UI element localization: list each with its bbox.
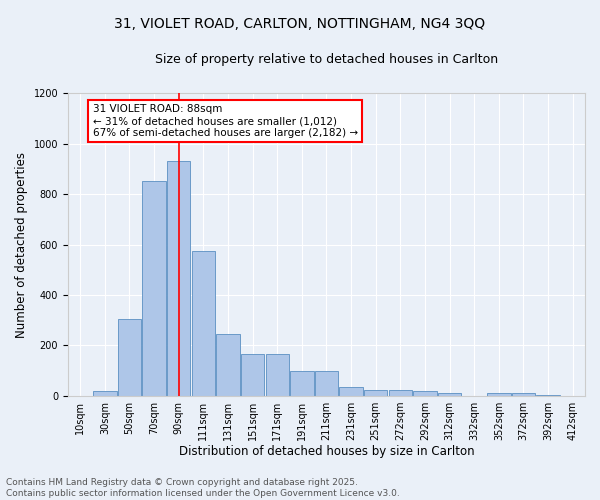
Bar — [266, 354, 289, 396]
Bar — [93, 391, 116, 396]
Bar — [191, 251, 215, 396]
Bar — [413, 391, 437, 396]
X-axis label: Distribution of detached houses by size in Carlton: Distribution of detached houses by size … — [179, 444, 474, 458]
Bar — [315, 370, 338, 396]
Bar — [438, 393, 461, 396]
Bar — [389, 390, 412, 396]
Bar — [216, 334, 239, 396]
Bar — [536, 394, 560, 396]
Text: Contains HM Land Registry data © Crown copyright and database right 2025.
Contai: Contains HM Land Registry data © Crown c… — [6, 478, 400, 498]
Bar — [487, 394, 511, 396]
Bar — [340, 387, 363, 396]
Bar — [290, 370, 314, 396]
Text: 31, VIOLET ROAD, CARLTON, NOTTINGHAM, NG4 3QQ: 31, VIOLET ROAD, CARLTON, NOTTINGHAM, NG… — [115, 18, 485, 32]
Title: Size of property relative to detached houses in Carlton: Size of property relative to detached ho… — [155, 52, 498, 66]
Bar — [241, 354, 264, 396]
Y-axis label: Number of detached properties: Number of detached properties — [15, 152, 28, 338]
Bar — [364, 390, 388, 396]
Bar — [512, 394, 535, 396]
Bar — [118, 319, 141, 396]
Bar — [142, 182, 166, 396]
Text: 31 VIOLET ROAD: 88sqm
← 31% of detached houses are smaller (1,012)
67% of semi-d: 31 VIOLET ROAD: 88sqm ← 31% of detached … — [92, 104, 358, 138]
Bar — [167, 161, 190, 396]
